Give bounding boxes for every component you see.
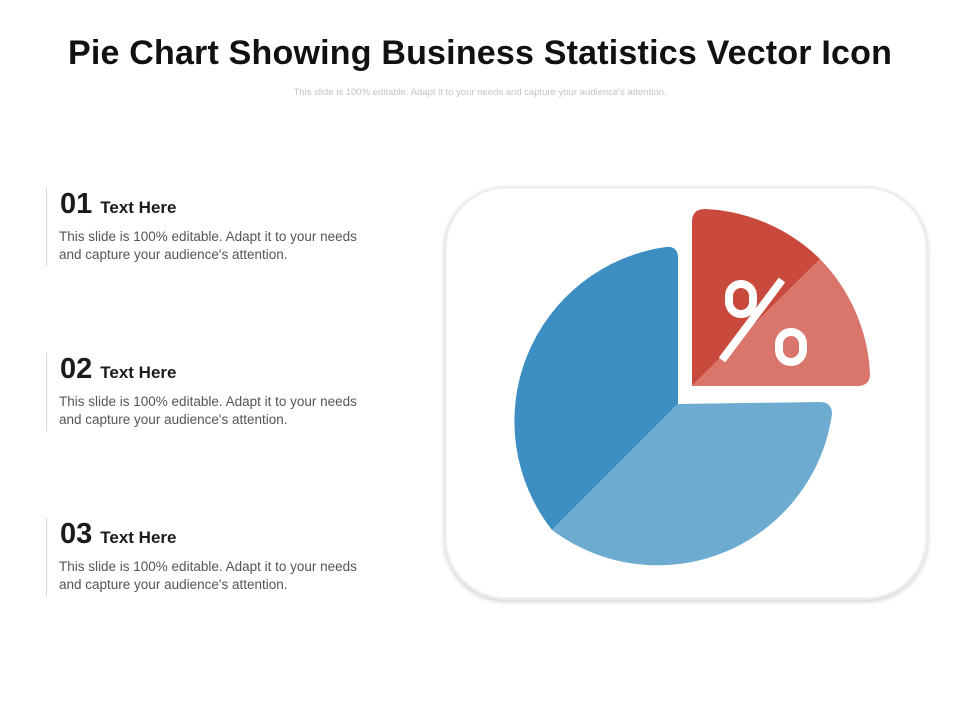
- pie-segment-light-blue: [552, 402, 832, 566]
- percent-icon: [718, 277, 807, 366]
- page-subtitle: This slide is 100% editable. Adapt it to…: [293, 87, 667, 98]
- percent-slash: [718, 277, 786, 363]
- item-description: This slide is 100% editable. Adapt it to…: [59, 559, 357, 592]
- item-number: 02: [60, 353, 93, 385]
- list-item-02: 02 Text Here This slide is 100% editable.…: [46, 353, 387, 431]
- item-number: 03: [60, 518, 93, 550]
- page-title: Pie Chart Showing Business Statistics Ve…: [67, 34, 893, 72]
- pie-segment-light-red: [692, 259, 870, 386]
- list-item-01: 01 Text Here This slide is 100% editable.…: [46, 188, 387, 266]
- item-title: Text Here: [100, 363, 177, 382]
- item-description: This slide is 100% editable. Adapt it to…: [59, 229, 357, 262]
- item-title: Text Here: [100, 198, 177, 217]
- item-number: 01: [60, 188, 93, 220]
- item-title: Text Here: [100, 528, 177, 547]
- pie-segment-dark-blue: [514, 246, 678, 530]
- percent-zero-bottom: [775, 328, 807, 366]
- icon-card: [444, 186, 928, 600]
- item-description: This slide is 100% editable. Adapt it to…: [59, 394, 357, 427]
- percent-zero-top: [725, 280, 757, 318]
- list-item-03: 03 Text Here This slide is 100% editable.…: [46, 518, 387, 596]
- pie-chart-percent-icon: [514, 209, 870, 566]
